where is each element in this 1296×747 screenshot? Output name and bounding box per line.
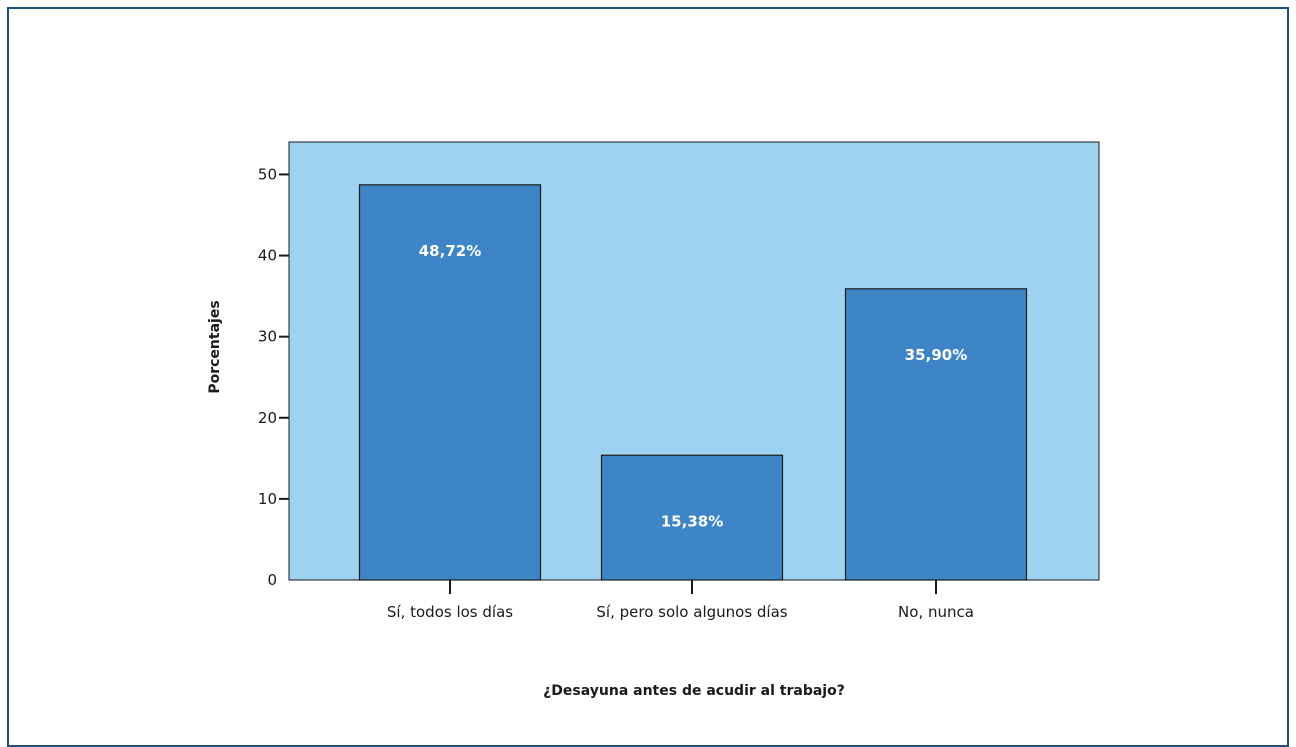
x-category-label: Sí, pero solo algunos días	[596, 603, 787, 621]
y-tick-label: 50	[258, 165, 277, 183]
bar-data-label: 48,72%	[419, 242, 481, 260]
bar-1	[358, 184, 542, 581]
bar-data-label: 15,38%	[661, 512, 723, 530]
y-tick-label: 20	[258, 409, 277, 427]
bar-3	[844, 288, 1028, 581]
y-axis: 0 10 20 30 40 50	[258, 165, 289, 589]
y-tick-label: 30	[258, 328, 277, 346]
x-axis-title: ¿Desayuna antes de acudir al trabajo?	[543, 683, 845, 699]
y-tick-label: 10	[258, 490, 277, 508]
y-axis-title: Porcentajes	[207, 300, 223, 393]
y-tick-label: 0	[267, 571, 277, 589]
y-tick-label: 40	[258, 247, 277, 265]
bars-layer: 48,72% 15,38% 35,90%	[358, 184, 1028, 581]
x-category-label: No, nunca	[898, 603, 974, 621]
bar-data-label: 35,90%	[905, 346, 967, 364]
bar-2	[600, 454, 784, 581]
x-axis: Sí, todos los días Sí, pero solo algunos …	[387, 580, 974, 621]
x-category-label: Sí, todos los días	[387, 603, 513, 621]
